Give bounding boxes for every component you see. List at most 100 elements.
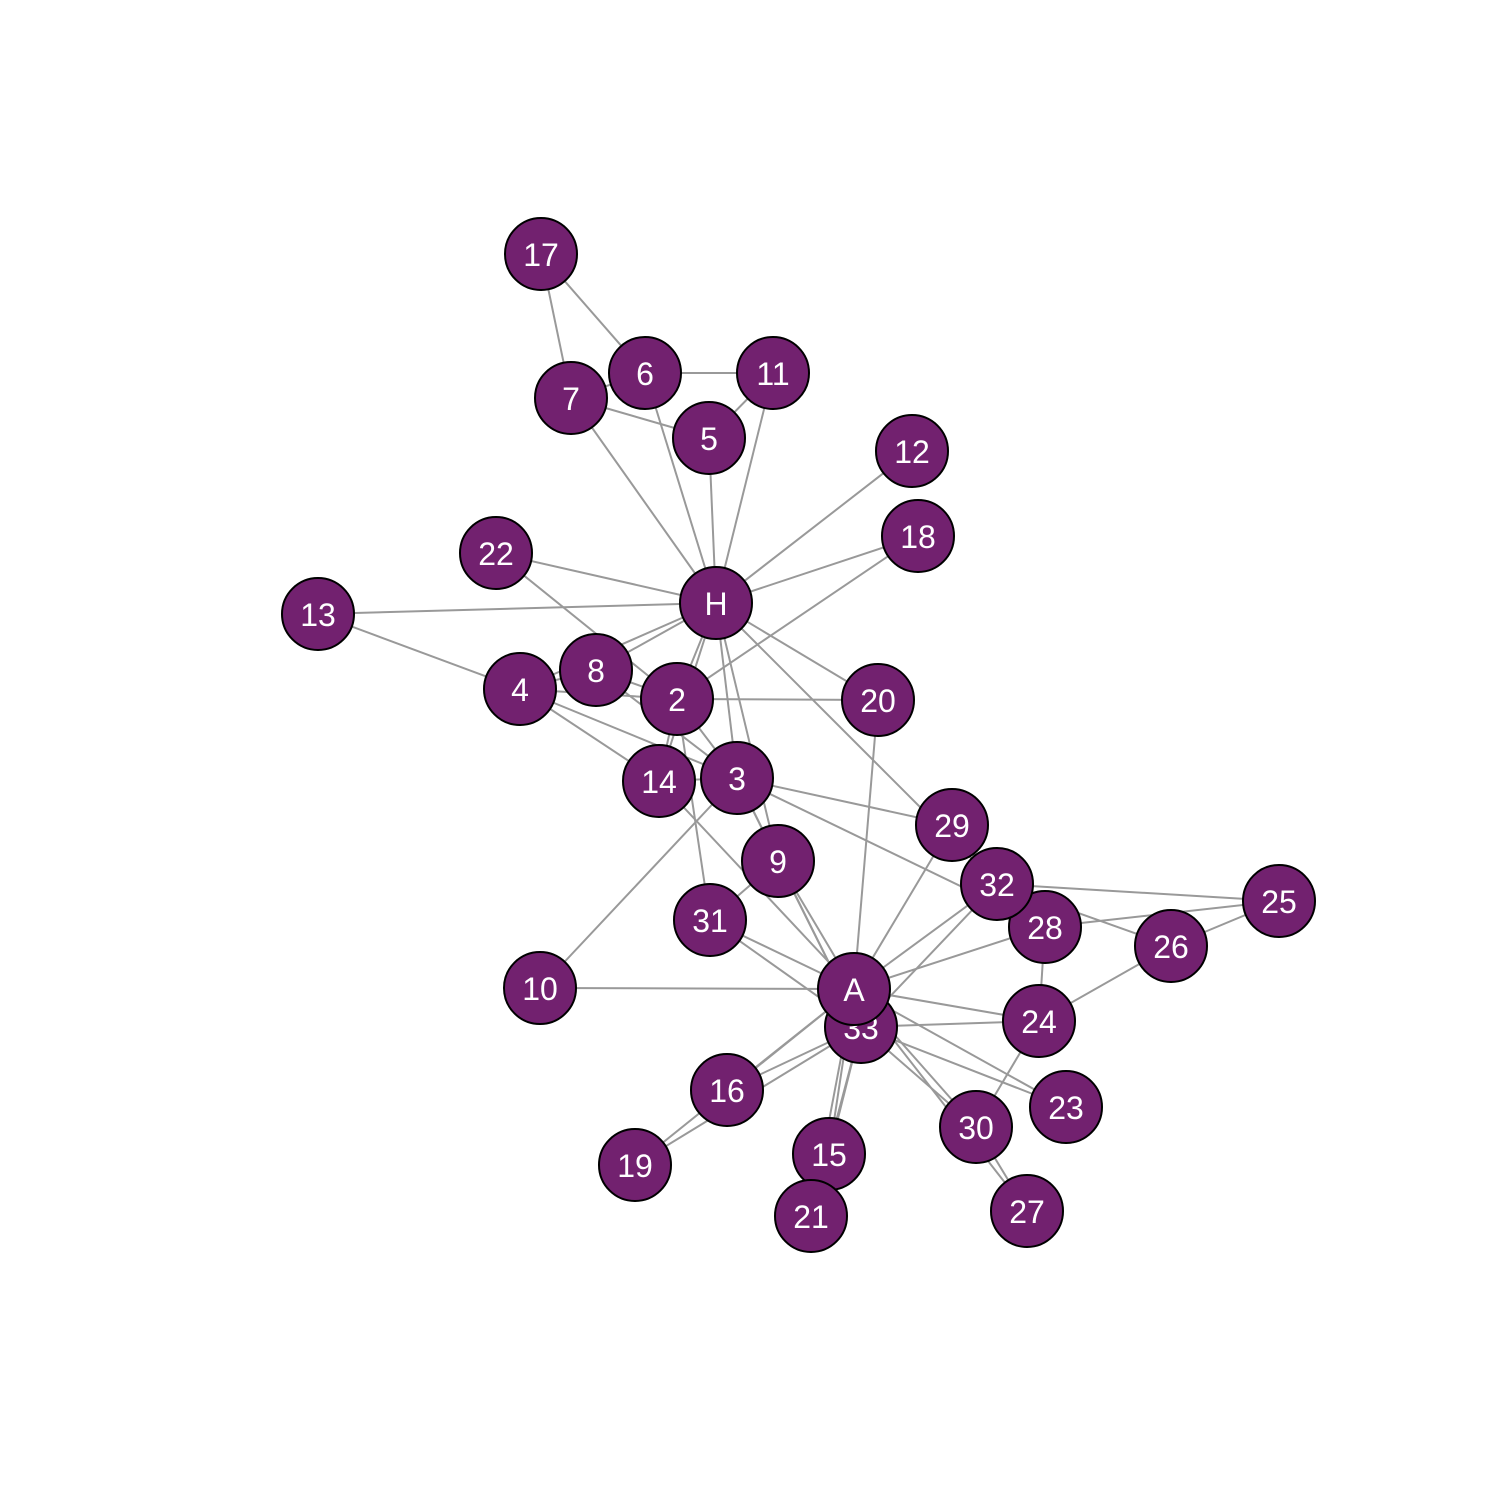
- node-circle: [875, 414, 949, 488]
- node-label: 15: [811, 1137, 847, 1173]
- node-circle: [1002, 984, 1076, 1058]
- node-circle: [679, 566, 753, 640]
- node-circle: [700, 741, 774, 815]
- node-6: 6: [608, 336, 682, 410]
- node-circle: [817, 952, 891, 1026]
- node-label: 19: [617, 1148, 653, 1184]
- node-label: 25: [1261, 884, 1297, 920]
- node-circle: [459, 516, 533, 590]
- node-circle: [503, 951, 577, 1025]
- node-A: A: [817, 952, 891, 1026]
- node-circle: [559, 633, 633, 707]
- node-10: 10: [503, 951, 577, 1025]
- edge-H-9: [715, 602, 779, 862]
- node-label: 11: [756, 356, 789, 392]
- node-label: 9: [769, 844, 787, 880]
- node-circle: [741, 824, 815, 898]
- node-circle: [774, 1179, 848, 1253]
- node-label: 28: [1027, 910, 1063, 946]
- node-25: 25: [1242, 864, 1316, 938]
- node-label: 2: [668, 682, 686, 718]
- node-circle: [1029, 1070, 1103, 1144]
- node-circle: [990, 1174, 1064, 1248]
- node-circle: [504, 217, 578, 291]
- node-label: 12: [894, 434, 930, 470]
- nodes-layer: H234567891011121314151617181920212223242…: [281, 217, 1316, 1253]
- node-12: 12: [875, 414, 949, 488]
- node-H: H: [679, 566, 753, 640]
- node-19: 19: [598, 1128, 672, 1202]
- edge-3-10: [539, 777, 738, 989]
- edge-H-7: [570, 397, 717, 604]
- node-circle: [281, 577, 355, 651]
- node-circle: [608, 336, 682, 410]
- node-label: 24: [1021, 1004, 1057, 1040]
- edge-3-4: [519, 688, 738, 779]
- node-label: 23: [1048, 1090, 1084, 1126]
- node-label: 17: [523, 237, 559, 273]
- node-label: 7: [562, 381, 580, 417]
- node-32: 32: [960, 847, 1034, 921]
- node-14: 14: [622, 744, 696, 818]
- node-circle: [483, 652, 557, 726]
- node-label: 22: [478, 536, 514, 572]
- edge-H-22: [495, 552, 717, 604]
- node-16: 16: [690, 1053, 764, 1127]
- node-label: H: [704, 586, 727, 622]
- node-label: 4: [511, 672, 529, 708]
- node-circle: [960, 847, 1034, 921]
- node-label: 6: [636, 356, 654, 392]
- node-label: 3: [728, 761, 746, 797]
- node-label: 16: [709, 1073, 745, 1109]
- node-circle: [1008, 890, 1082, 964]
- node-27: 27: [990, 1174, 1064, 1248]
- node-circle: [534, 361, 608, 435]
- node-5: 5: [672, 401, 746, 475]
- node-8: 8: [559, 633, 633, 707]
- node-circle: [939, 1090, 1013, 1164]
- node-24: 24: [1002, 984, 1076, 1058]
- node-circle: [673, 883, 747, 957]
- node-label: 8: [587, 653, 605, 689]
- edge-H-6: [644, 372, 717, 604]
- node-circle: [1242, 864, 1316, 938]
- node-2: 2: [640, 662, 714, 736]
- node-label: A: [843, 972, 865, 1008]
- node-label: 30: [958, 1110, 994, 1146]
- node-4: 4: [483, 652, 557, 726]
- edge-2-22: [495, 552, 678, 700]
- node-17: 17: [504, 217, 578, 291]
- node-circle: [736, 336, 810, 410]
- node-circle: [881, 499, 955, 573]
- node-label: 18: [900, 519, 936, 555]
- edge-10-A: [539, 987, 855, 990]
- node-9: 9: [741, 824, 815, 898]
- edge-H-12: [715, 450, 913, 604]
- node-7: 7: [534, 361, 608, 435]
- node-29: 29: [915, 788, 989, 862]
- node-21: 21: [774, 1179, 848, 1253]
- node-label: 13: [300, 597, 336, 633]
- node-20: 20: [841, 663, 915, 737]
- node-23: 23: [1029, 1070, 1103, 1144]
- node-30: 30: [939, 1090, 1013, 1164]
- edge-2-18: [676, 535, 919, 700]
- node-circle: [915, 788, 989, 862]
- node-15: 15: [792, 1117, 866, 1191]
- edge-20-A: [853, 699, 879, 990]
- node-26: 26: [1134, 909, 1208, 983]
- node-circle: [622, 744, 696, 818]
- edge-H-13: [317, 602, 717, 615]
- node-label: 31: [692, 903, 728, 939]
- node-3: 3: [700, 741, 774, 815]
- node-label: 21: [793, 1199, 829, 1235]
- node-circle: [640, 662, 714, 736]
- node-label: 32: [979, 867, 1015, 903]
- node-circle: [672, 401, 746, 475]
- node-circle: [1134, 909, 1208, 983]
- node-label: 20: [860, 683, 896, 719]
- node-28: 28: [1008, 890, 1082, 964]
- node-label: 29: [934, 808, 970, 844]
- node-31: 31: [673, 883, 747, 957]
